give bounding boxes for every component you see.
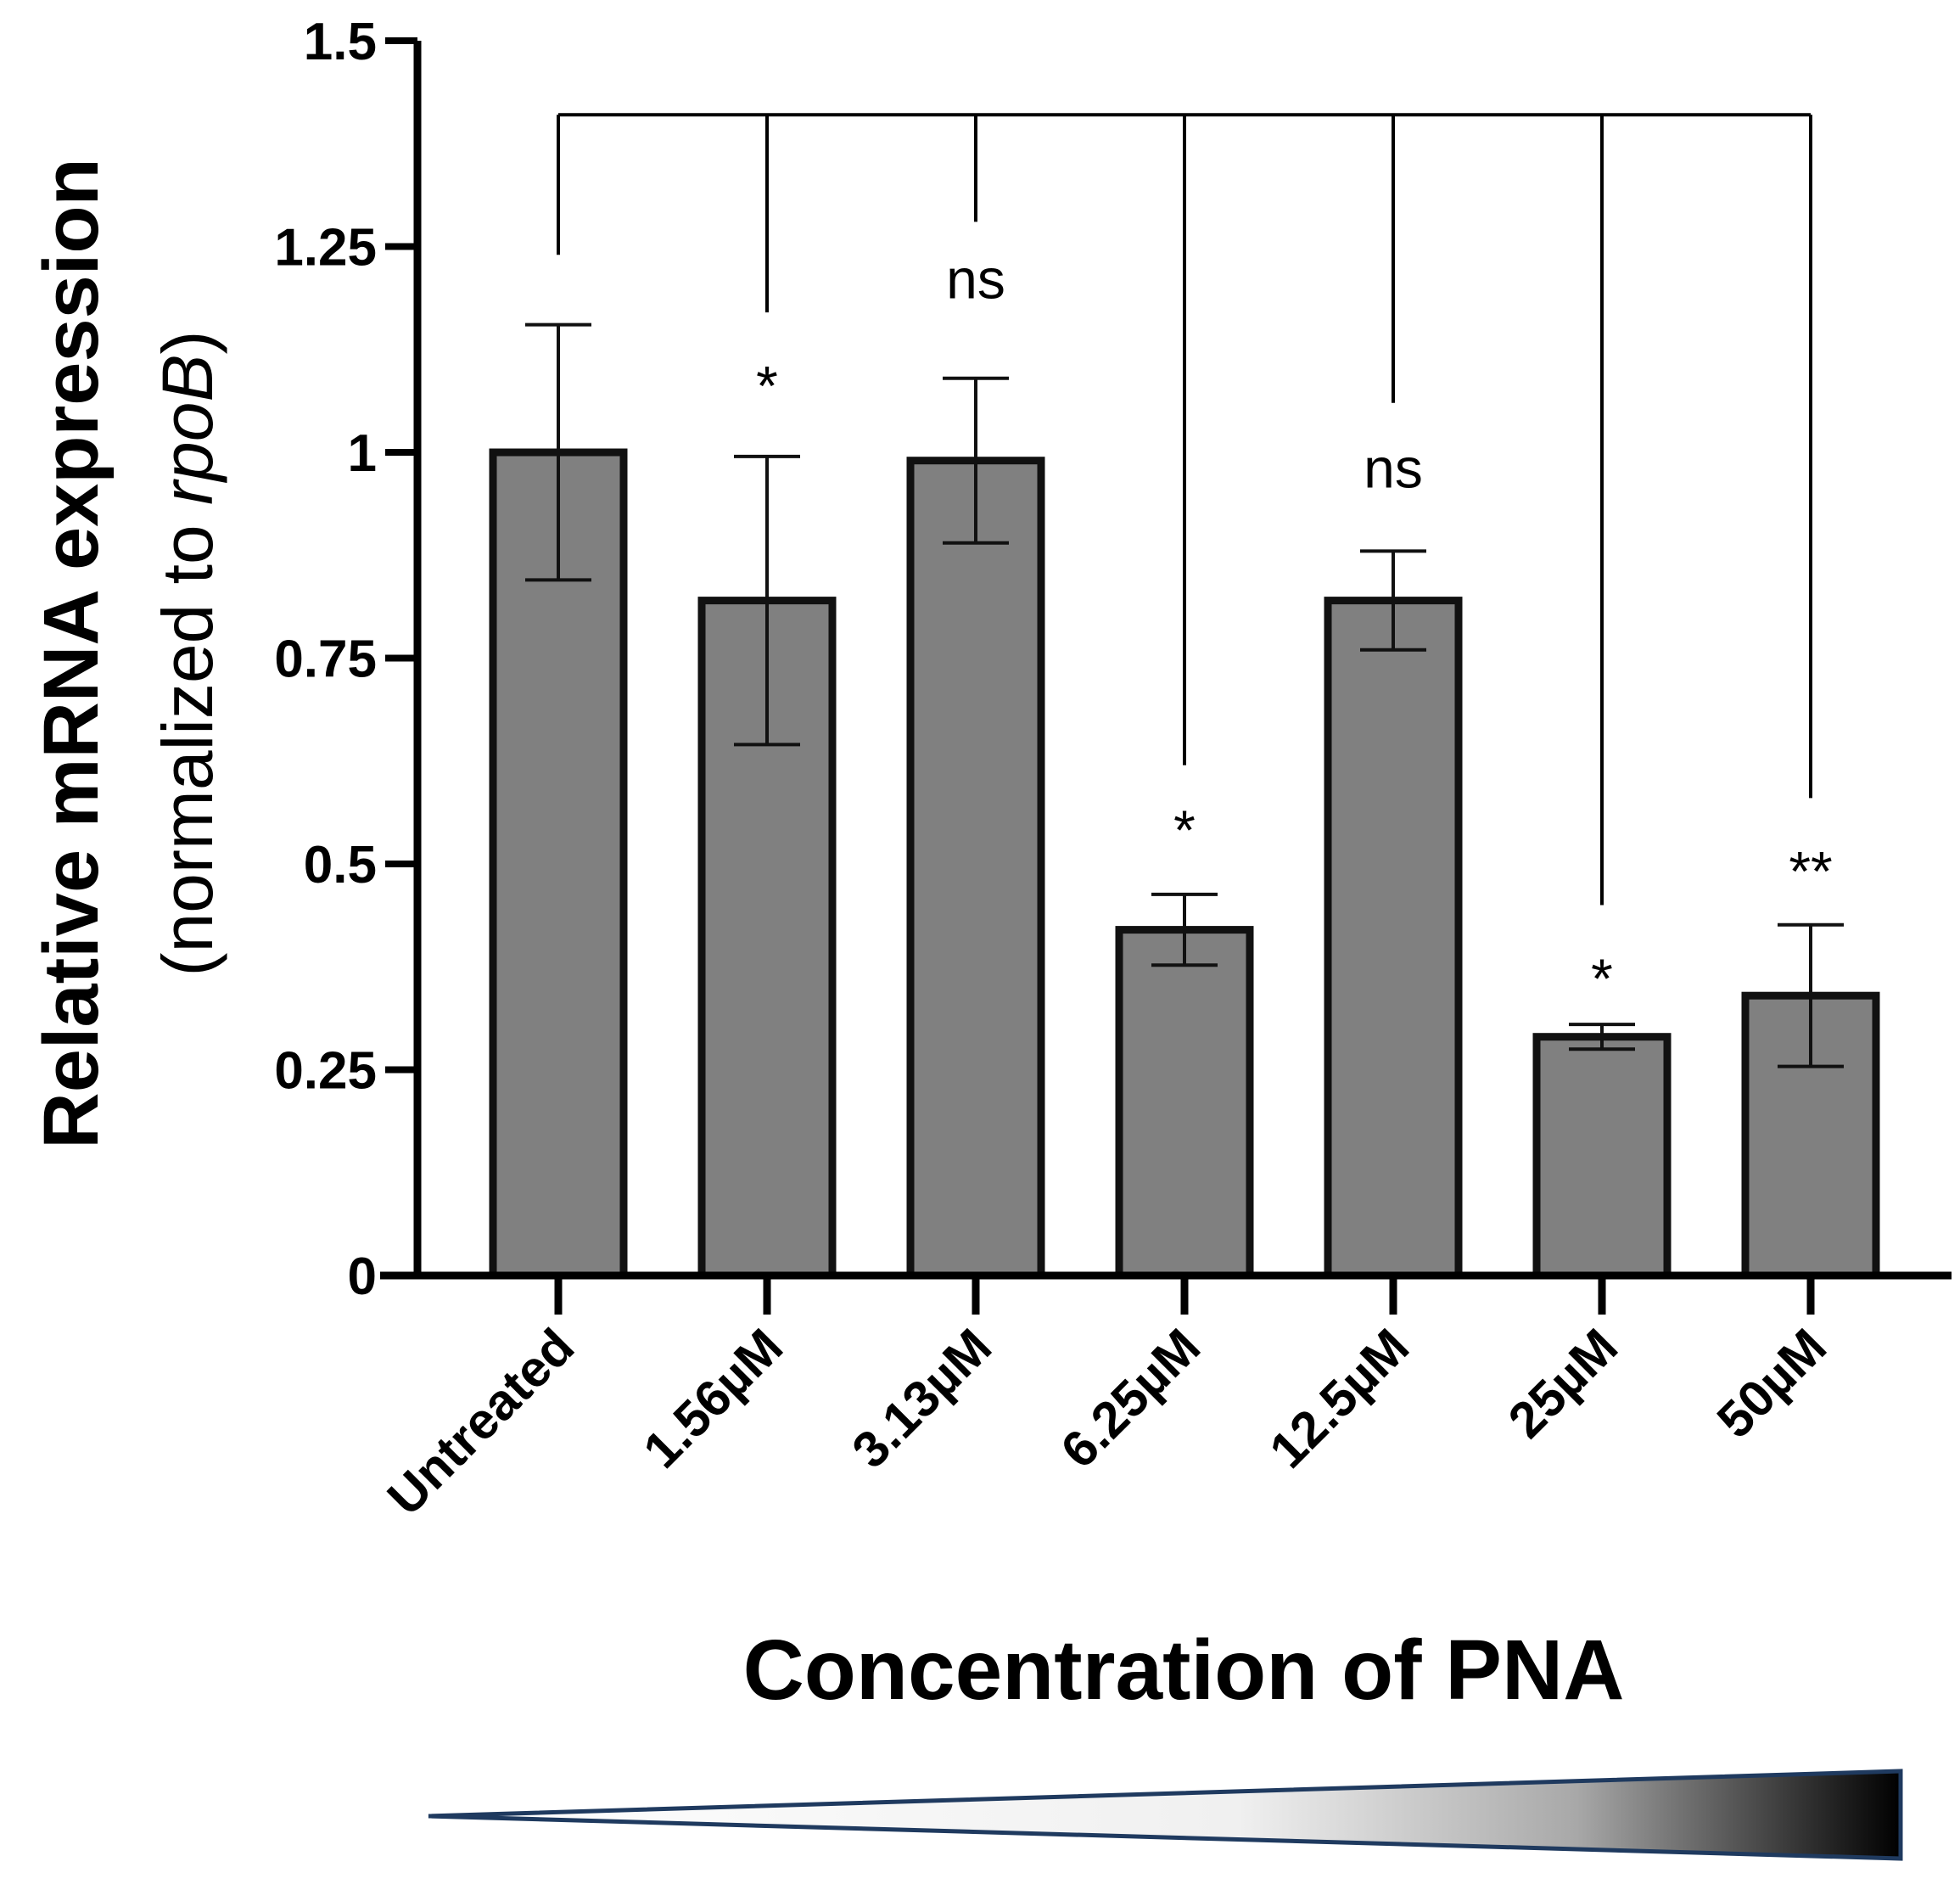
x-tick-label: 25µM (1498, 1318, 1628, 1449)
bar (1532, 1033, 1672, 1280)
y-axis-subtitle-gene: rpoB (148, 354, 227, 504)
y-tick-label: 1 (348, 424, 377, 483)
y-axis-subtitle-suffix: ) (148, 331, 227, 355)
y-tick-label: 0.25 (274, 1042, 377, 1101)
concentration-gradient-wedge (428, 1769, 1903, 1861)
y-axis-title-group: Relative mRNA expression (28, 158, 115, 1148)
y-axis-title: Relative mRNA expression (28, 158, 115, 1148)
plot-area: 0 0.25 0.5 0.75 1 1.25 1.5 Untreated 1.56µM 3.13µ… (274, 13, 1952, 1526)
significance-label: * (1591, 947, 1613, 1010)
bar (1115, 926, 1254, 1280)
significance-label: * (1173, 799, 1196, 861)
y-axis-subtitle-prefix: (normalized to (148, 505, 227, 977)
bar (489, 448, 628, 1280)
x-tick-label: 12.5µM (1258, 1318, 1420, 1479)
significance-label: ns (1364, 436, 1423, 499)
x-tick-label: Untreated (377, 1318, 585, 1526)
significance-label: ns (946, 247, 1005, 310)
y-tick-label: 0.75 (274, 631, 377, 689)
bar (906, 457, 1045, 1280)
y-axis-subtitle-group: (normalized to rpoB) (148, 331, 227, 977)
x-axis-title: Concentration of PNA (743, 1623, 1625, 1718)
x-tick-label: 50µM (1706, 1318, 1837, 1449)
bar (1324, 597, 1463, 1280)
y-tick-label: 0.5 (304, 836, 377, 894)
significance-label: * (756, 354, 778, 417)
y-tick-label: 1.5 (304, 13, 377, 71)
y-tick-label: 1.25 (274, 219, 377, 278)
significance-label: ** (1789, 840, 1832, 903)
x-tick-label: 3.13µM (841, 1318, 1002, 1479)
y-tick-label: 0 (348, 1248, 377, 1306)
y-axis-subtitle: (normalized to rpoB) (148, 331, 227, 977)
x-tick-label: 6.25µM (1050, 1318, 1211, 1479)
x-tick-label: 1.56µM (632, 1318, 793, 1479)
